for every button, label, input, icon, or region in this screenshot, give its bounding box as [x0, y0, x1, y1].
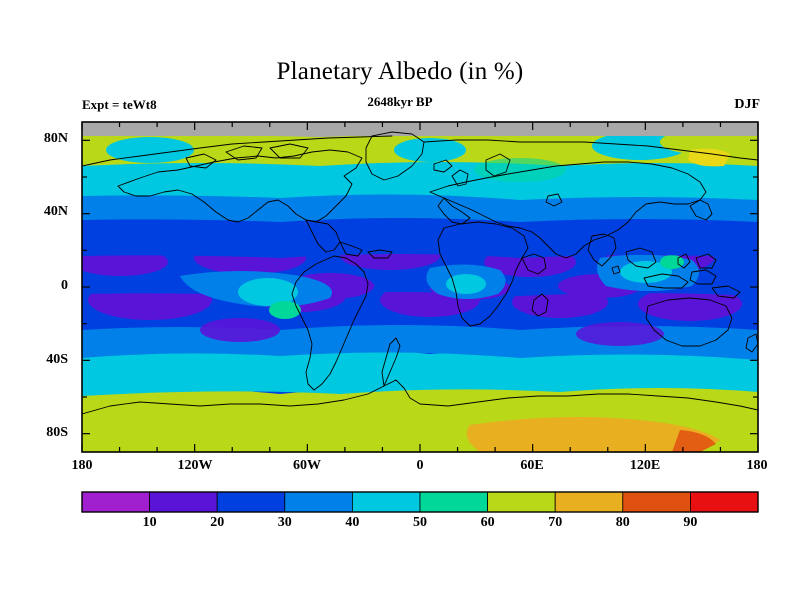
page-title: Planetary Albedo (in %) — [276, 58, 524, 85]
colorbar-tick: 70 — [548, 515, 563, 530]
colorbar-band — [149, 491, 218, 513]
colorbar-band — [487, 491, 556, 513]
colorbar-tick: 60 — [480, 515, 495, 530]
colorbar-tick: 80 — [615, 515, 630, 530]
experiment-label: Expt = teWt8 — [82, 97, 157, 112]
colorbar-tick: 50 — [413, 515, 427, 530]
xtick-0: 0 — [416, 458, 424, 473]
colorbar-tick: 20 — [210, 515, 225, 530]
xtick-180w: 180 — [71, 458, 93, 473]
colorbar-band — [351, 491, 421, 513]
xtick-60e: 60E — [520, 458, 544, 473]
season-label: DJF — [734, 97, 760, 112]
xtick-180e: 180 — [746, 458, 768, 473]
axis-ticks — [81, 122, 759, 452]
colorbar-band — [690, 491, 759, 513]
colorbar-band — [622, 491, 691, 513]
colorbar-band — [81, 491, 150, 513]
albedo-field — [82, 122, 758, 452]
xtick-120e: 120E — [629, 458, 661, 473]
colorbar — [81, 491, 759, 513]
colorbar-band — [554, 491, 624, 513]
ytick-40s: 40S — [46, 352, 68, 367]
colorbar-band — [216, 491, 286, 513]
ytick-80s: 80S — [46, 425, 68, 440]
ytick-0: 0 — [61, 278, 68, 293]
coastlines — [82, 131, 758, 415]
colorbar-tick: 10 — [142, 515, 157, 530]
xtick-60w: 60W — [293, 458, 321, 473]
colorbar-tick: 30 — [277, 515, 292, 530]
colorbar-tick: 40 — [345, 515, 360, 530]
ytick-80n: 80N — [43, 131, 68, 146]
ytick-40n: 40N — [43, 204, 68, 219]
xtick-120w: 120W — [177, 458, 213, 473]
colorbar-band — [419, 491, 488, 513]
colorbar-band — [284, 491, 353, 513]
colorbar-tick: 90 — [683, 515, 698, 530]
chart-subtitle: 2648kyr BP — [367, 94, 433, 109]
